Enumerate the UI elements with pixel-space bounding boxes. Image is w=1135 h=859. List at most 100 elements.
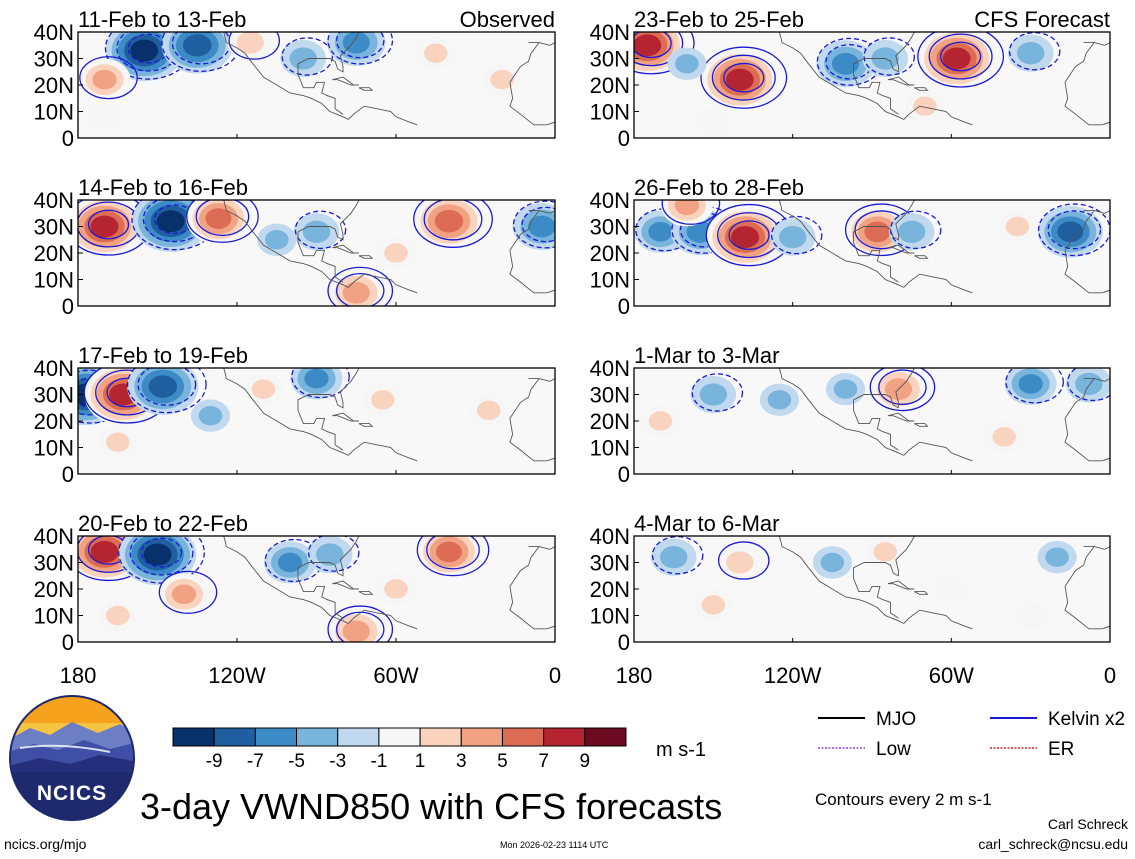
anomaly-0-8-0 xyxy=(88,103,121,131)
contour-6-5-0 xyxy=(1067,368,1110,402)
ytick-label-5-2: 20N xyxy=(590,241,630,266)
contour-4-0-2 xyxy=(634,32,672,59)
coastline-0-4 xyxy=(358,87,374,91)
coastline-4-3 xyxy=(887,76,915,86)
anomaly-7-7-0 xyxy=(1014,601,1048,630)
coastline-0-0 xyxy=(223,32,349,120)
coastline-3-1 xyxy=(297,567,344,619)
contour-4-5-2 xyxy=(940,41,982,72)
coastline-6-1 xyxy=(853,399,899,451)
coastline-2-5 xyxy=(347,441,418,462)
panel-tag-4: CFS Forecast xyxy=(974,7,1110,32)
coastline-5-7 xyxy=(1064,210,1095,251)
anomaly-7-0-1 xyxy=(659,546,688,569)
contour-0-4-0 xyxy=(281,37,334,76)
panel-title-5: 26-Feb to 28-Feb xyxy=(634,175,804,200)
coastline-2-1 xyxy=(297,399,344,451)
xtick-label-forecast-2: 60W xyxy=(929,663,974,688)
ytick-label-3-2: 20N xyxy=(34,577,74,602)
contour-5-6-1 xyxy=(1047,210,1102,250)
ytick-label-2-3: 10N xyxy=(34,436,74,461)
anomaly-7-3-1 xyxy=(820,552,845,573)
contour-1-0-2 xyxy=(87,209,130,240)
contour-3-1-2 xyxy=(140,537,183,568)
coastline-1-1 xyxy=(297,231,344,283)
anomaly-6-2-1 xyxy=(833,379,858,399)
xtick-label-observed-1: 120W xyxy=(208,663,266,688)
coastline-3-6 xyxy=(509,586,555,630)
xtick-label-forecast-3: 0 xyxy=(1104,663,1116,688)
ytick-label-4-4: 0 xyxy=(618,126,630,151)
ytick-label-2-1: 30N xyxy=(34,383,74,408)
ytick-label-1-0: 40N xyxy=(34,188,74,213)
contour-3-1-1 xyxy=(129,536,194,576)
anomaly-2-4-1 xyxy=(251,379,276,399)
coastline-6-2 xyxy=(853,368,915,409)
anomaly-3-3-2 xyxy=(277,552,303,573)
contour-2-5-0 xyxy=(291,368,350,399)
colorbar-label-3: -3 xyxy=(329,751,346,772)
contour-3-5-0 xyxy=(416,536,490,577)
ytick-label-6-3: 10N xyxy=(590,436,630,461)
coastline-7-0 xyxy=(778,536,904,624)
coastline-6-3 xyxy=(887,412,915,422)
coastline-6-4 xyxy=(914,423,929,427)
ytick-label-3-4: 0 xyxy=(62,630,74,655)
anomaly-3-2-2 xyxy=(171,584,197,605)
ytick-label-5-1: 30N xyxy=(590,215,630,240)
panel-title-0: 11-Feb to 13-Feb xyxy=(78,7,246,32)
anomaly-6-7-1 xyxy=(992,427,1016,447)
coastline-5-5 xyxy=(903,273,973,294)
anomaly-1-6-2 xyxy=(528,215,555,238)
anomaly-6-5-1 xyxy=(1075,372,1103,396)
ytick-label-5-3: 10N xyxy=(590,268,630,293)
anomaly-4-3-2 xyxy=(831,52,860,75)
coastline-7-6 xyxy=(1064,586,1110,630)
contour-4-5-0 xyxy=(917,32,1005,88)
ytick-label-2-4: 0 xyxy=(62,462,74,487)
ncics-logo: NCICS xyxy=(9,695,135,821)
ytick-label-4-3: 10N xyxy=(590,100,630,125)
contour-6-0-0 xyxy=(691,373,744,412)
ytick-label-7-4: 0 xyxy=(618,630,630,655)
anomaly-1-4-1 xyxy=(302,220,331,243)
contour-3-4-0 xyxy=(307,536,360,572)
coastline-7-7 xyxy=(1064,546,1095,587)
contour-1-4-0 xyxy=(294,210,347,250)
anomaly-7-4-1 xyxy=(873,542,897,562)
coastline-4-4 xyxy=(914,87,929,91)
anomaly-0-1-3 xyxy=(183,33,212,57)
contour-6-3-1 xyxy=(878,369,927,405)
anomaly-3-5-3 xyxy=(436,541,462,563)
anomaly-7-1-1 xyxy=(726,551,754,574)
xtick-label-observed-2: 60W xyxy=(373,663,418,688)
coastline-5-8 xyxy=(1093,200,1110,214)
colorbar-label-1: -7 xyxy=(247,751,264,772)
anomaly-5-7-1 xyxy=(1005,216,1030,237)
contour-5-6-0 xyxy=(1037,203,1110,257)
ytick-label-0-3: 10N xyxy=(34,100,74,125)
legend-label-3: ER xyxy=(1048,739,1074,760)
coastline-7-5 xyxy=(903,609,973,630)
author-email[interactable]: carl_schreck@ncsu.edu xyxy=(978,836,1128,852)
contour-1-7-1 xyxy=(335,272,385,306)
coastline-1-5 xyxy=(347,273,418,294)
website-link[interactable]: ncics.org/mjo xyxy=(4,836,87,852)
coastline-0-6 xyxy=(509,82,555,126)
anomaly-0-6-1 xyxy=(423,43,448,63)
colorbar-label-7: 5 xyxy=(497,751,508,772)
legend-label-1: Kelvin x2 xyxy=(1048,709,1125,730)
ytick-label-0-2: 20N xyxy=(34,73,74,98)
coastline-5-2 xyxy=(853,200,915,241)
colorbar-swatch-4 xyxy=(337,727,380,747)
colorbar-swatch-6 xyxy=(419,727,462,747)
colorbar-swatch-10 xyxy=(584,727,627,747)
logo-text: NCICS xyxy=(37,782,107,805)
ytick-label-7-2: 20N xyxy=(590,577,630,602)
panel-tag-0: Observed xyxy=(460,7,555,32)
coastline-1-7 xyxy=(509,210,541,251)
contour-2-2-1 xyxy=(137,368,197,406)
